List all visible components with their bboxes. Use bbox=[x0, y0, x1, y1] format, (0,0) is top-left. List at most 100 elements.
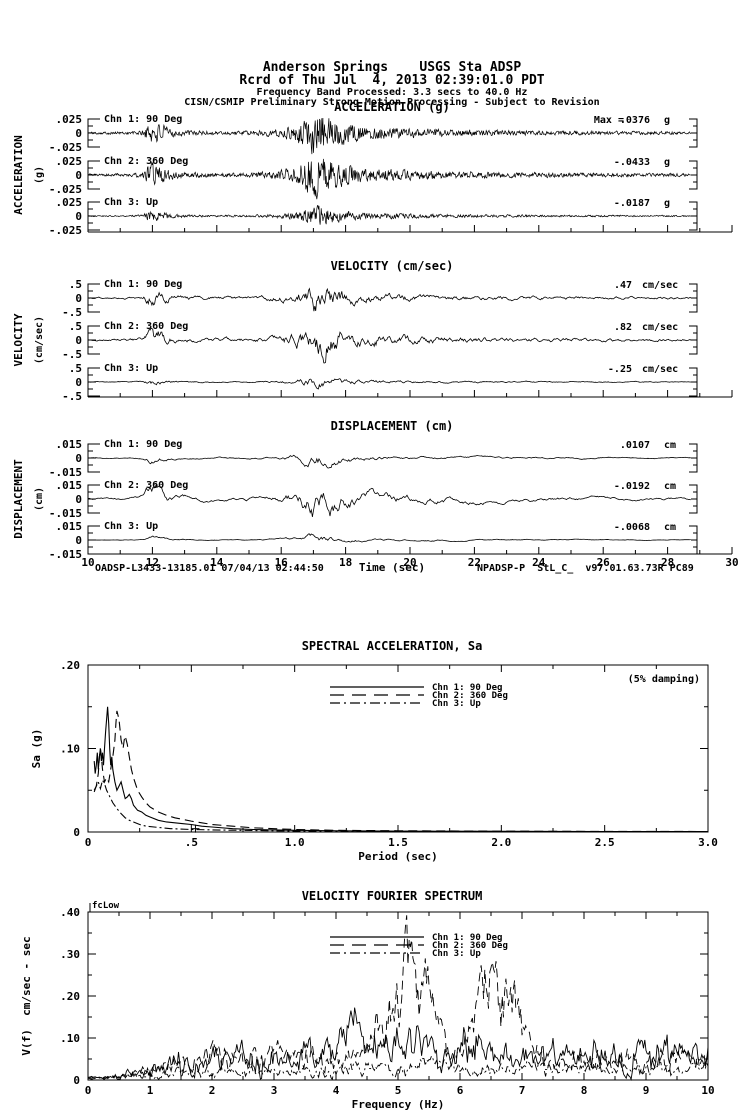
chart-title: VELOCITY (cm/sec) bbox=[331, 259, 454, 273]
y-tick-label: .10 bbox=[60, 743, 80, 756]
footer-processing-id: NPADSP-P StL_C_ v97.01.63.73R PC89 bbox=[477, 563, 694, 574]
x-tick-label: 1 bbox=[147, 1084, 154, 1097]
x-tick-label: 2 bbox=[209, 1084, 216, 1097]
footer-record-id: OADSP-L3433-13185.01 07/04/13 02:44:50 bbox=[95, 563, 324, 574]
channel-label: Chn 1: 90 Deg bbox=[104, 279, 182, 290]
peak-unit: cm/sec bbox=[642, 322, 678, 333]
peak-value: -.0187 bbox=[614, 198, 650, 209]
fourier-curve-chn-1-90-deg bbox=[87, 1007, 709, 1081]
x-tick-label: 14 bbox=[210, 556, 224, 569]
x-tick-label: 7 bbox=[519, 1084, 526, 1097]
peak-unit: g bbox=[664, 115, 670, 126]
y-tick-label: .015 bbox=[56, 520, 83, 533]
spectral-acceleration-chart: SPECTRAL ACCELERATION, Sa 0 .5 1.0 1.5 2.0 2.5… bbox=[30, 639, 718, 863]
fourier-curve-chn-2-360-deg bbox=[87, 915, 709, 1080]
station-title: Anderson Springs USGS Sta ADSP bbox=[262, 60, 522, 75]
x-tick-label: 6 bbox=[457, 1084, 464, 1097]
y-tick-label: -.5 bbox=[62, 306, 82, 319]
sa-curve-chn-2-360-deg bbox=[93, 710, 709, 833]
y-tick-label: 0 bbox=[75, 334, 82, 347]
channel-label: Chn 3: Up bbox=[104, 521, 158, 532]
y-tick-label: -.5 bbox=[62, 390, 82, 403]
x-tick-label: 26 bbox=[597, 556, 611, 569]
y-tick-label: -.015 bbox=[49, 507, 82, 520]
y-tick-label: -.015 bbox=[49, 466, 82, 479]
peak-unit: cm bbox=[664, 481, 676, 492]
peak-value: -.0068 bbox=[614, 522, 650, 533]
processing-notice: CISN/CSMIP Preliminary Strong Motion Pro… bbox=[184, 97, 600, 108]
x-tick-label: .5 bbox=[185, 836, 198, 849]
sa-curve-chn-3-up bbox=[93, 778, 708, 833]
chart-title: DISPLACEMENT (cm) bbox=[331, 419, 454, 433]
x-tick-label: 10 bbox=[701, 1084, 714, 1097]
x-tick-label: 9 bbox=[643, 1084, 650, 1097]
y-tick-label: .5 bbox=[69, 320, 82, 333]
y-tick-label: .30 bbox=[60, 948, 80, 961]
peak-unit: cm bbox=[664, 522, 676, 533]
plot-frame bbox=[87, 664, 709, 833]
x-tick-label: 0 bbox=[85, 1084, 92, 1097]
sa-curve-chn-1-90-deg bbox=[93, 706, 708, 833]
x-axis-label: Period (sec) bbox=[358, 850, 437, 863]
waveform-trace-chn-1-90-deg bbox=[87, 454, 691, 469]
peak-value: .82 bbox=[614, 322, 632, 333]
waveform-trace-chn-3-up bbox=[87, 378, 692, 390]
side-axis-units: (g) bbox=[34, 166, 45, 184]
y-tick-label: 0 bbox=[75, 452, 82, 465]
x-tick-label: 8 bbox=[581, 1084, 588, 1097]
y-tick-label: 0 bbox=[75, 210, 82, 223]
x-tick-label: 3.0 bbox=[698, 836, 718, 849]
timeseries-footer: Time (sec) OADSP-L3433-13185.01 07/04/13 … bbox=[95, 561, 694, 574]
peak-value: -.25 bbox=[608, 364, 632, 375]
y-tick-label: -.025 bbox=[49, 183, 82, 196]
x-tick-label: 16 bbox=[275, 556, 289, 569]
x-tick-label: 22 bbox=[468, 556, 481, 569]
x-axis-label: Frequency (Hz) bbox=[352, 1098, 445, 1111]
chart-title: SPECTRAL ACCELERATION, Sa bbox=[302, 639, 483, 653]
peak-value: .47 bbox=[614, 280, 632, 291]
x-tick-label: 18 bbox=[339, 556, 352, 569]
channel-label: Chn 3: Up bbox=[104, 363, 158, 374]
side-axis-label: ACCELERATION bbox=[12, 135, 25, 214]
legend-label: Chn 3: Up bbox=[432, 699, 481, 709]
side-axis-units: (cm) bbox=[34, 487, 45, 511]
channel-label: Chn 3: Up bbox=[104, 197, 158, 208]
peak-value: -.0433 bbox=[614, 157, 650, 168]
y-tick-label: .025 bbox=[56, 196, 83, 209]
channel-label: Chn 1: 90 Deg bbox=[104, 439, 182, 450]
waveform-trace-chn-1-90-deg bbox=[87, 117, 691, 155]
peak-unit: cm/sec bbox=[642, 280, 678, 291]
x-tick-label: 2.0 bbox=[491, 836, 511, 849]
y-tick-label: -.025 bbox=[49, 141, 82, 154]
fourier-curve-chn-3-up bbox=[87, 1054, 709, 1081]
peak-unit: cm bbox=[664, 440, 676, 451]
y-tick-label: -.5 bbox=[62, 348, 82, 361]
y-tick-label: 0 bbox=[75, 493, 82, 506]
x-tick-label: 2.5 bbox=[595, 836, 615, 849]
side-axis-units: (cm/sec) bbox=[34, 316, 45, 364]
channel-label: Chn 2: 360 Deg bbox=[104, 480, 188, 491]
waveform-trace-chn-2-360-deg bbox=[87, 484, 691, 517]
waveform-trace-chn-3-up bbox=[87, 205, 692, 225]
x-tick-label: 12 bbox=[146, 556, 159, 569]
x-tick-label: 3 bbox=[271, 1084, 278, 1097]
channel-label: Chn 2: 360 Deg bbox=[104, 321, 188, 332]
x-tick-label: 24 bbox=[532, 556, 546, 569]
y-tick-label: -.015 bbox=[49, 548, 82, 561]
time-axis-label: Time (sec) bbox=[359, 561, 425, 574]
y-tick-label: .40 bbox=[60, 906, 80, 919]
timeseries-chart-displacement: DISPLACEMENT (cm)DISPLACEMENT (cm).0150-.… bbox=[12, 419, 739, 569]
y-tick-label: 0 bbox=[75, 534, 82, 547]
y-tick-label: 0 bbox=[75, 292, 82, 305]
peak-unit: g bbox=[664, 157, 670, 168]
x-tick-label: 1.0 bbox=[285, 836, 305, 849]
peak-unit: cm/sec bbox=[642, 364, 678, 375]
velocity-fourier-spectrum-chart: VELOCITY FOURIER SPECTRUM 0 1 2 3 4 5 6 7 8 9 10 0 .1… bbox=[20, 889, 715, 1111]
y-tick-label: -.025 bbox=[49, 224, 82, 237]
legend-label: Chn 1: 90 Deg bbox=[432, 683, 502, 693]
waveform-trace-chn-1-90-deg bbox=[87, 287, 692, 312]
x-tick-label: 20 bbox=[403, 556, 416, 569]
y-tick-label: 0 bbox=[75, 376, 82, 389]
